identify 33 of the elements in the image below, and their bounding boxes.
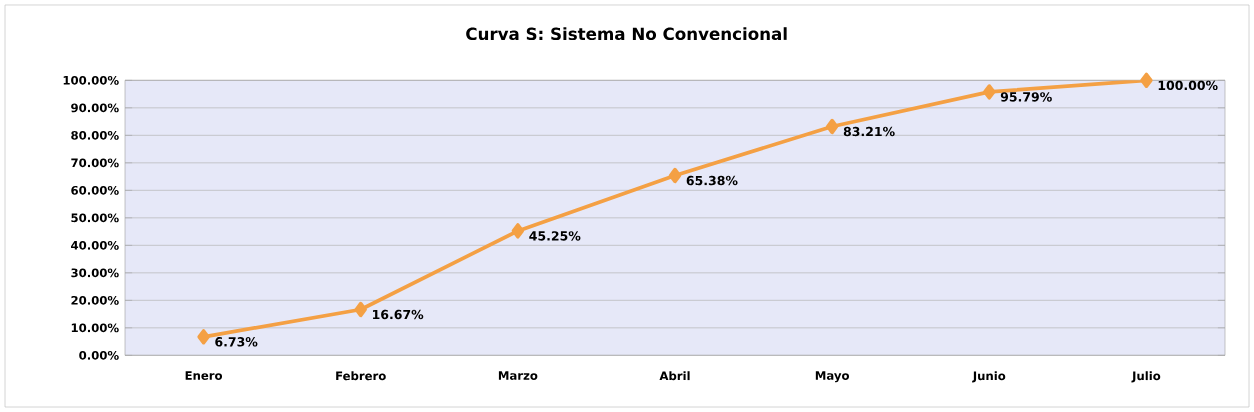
point [354, 301, 367, 318]
data-label: 6.73% [215, 337, 258, 347]
x-tick-label: Abril [659, 371, 690, 381]
y-tick-label: 40.00% [71, 240, 119, 250]
x-tick-label: Mayo [815, 371, 850, 383]
point [825, 118, 839, 135]
chart-title: Curva S: Sistema No Convencional [466, 27, 787, 41]
y-tick-label: 80.00% [71, 130, 119, 140]
data-label: 45.25% [529, 231, 581, 241]
y-tick-label: 100.00% [63, 75, 119, 85]
data-label: 83.21% [843, 126, 895, 137]
y-tick-label: 10.00% [71, 323, 119, 333]
y-tick-label: 60.00% [71, 185, 119, 195]
y-tick-label: 20.00% [71, 295, 119, 305]
point [511, 223, 525, 239]
data-label: 95.79% [1000, 92, 1052, 102]
y-tick-label: 90.00% [71, 103, 119, 113]
data-label: 16.67% [373, 309, 424, 320]
y-tick-label: 0.00% [79, 350, 119, 360]
x-tick-label: Febrero [336, 371, 386, 381]
point [197, 329, 210, 345]
y-tick-label: 50.00% [71, 213, 119, 223]
data-label: 65.38% [686, 175, 738, 186]
x-tick-label: Marzo [498, 371, 538, 380]
y-tick-label: 70.00% [71, 158, 119, 168]
x-tick-label: Junio [972, 371, 1006, 383]
y-tick-label: 30.00% [71, 268, 119, 278]
point [1140, 72, 1153, 89]
x-tick-label: Enero [185, 371, 223, 380]
data-label: 100.00% [1158, 80, 1218, 91]
point [983, 84, 996, 100]
x-tick-label: Julio [1131, 371, 1161, 383]
point [668, 167, 682, 184]
